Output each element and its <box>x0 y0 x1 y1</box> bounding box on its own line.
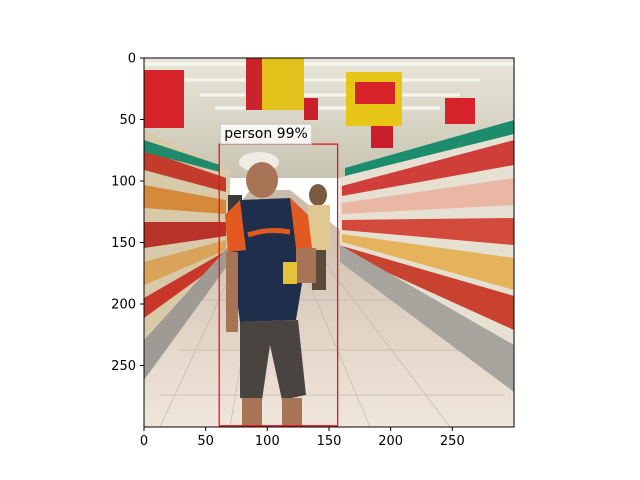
x-tick-label: 200 <box>378 434 403 449</box>
detections-layer: person 99% <box>218 123 339 427</box>
x-tick-label: 0 <box>140 434 148 449</box>
x-tick-label: 150 <box>317 434 342 449</box>
y-tick-label: 250 <box>111 359 136 374</box>
supermarket-photo <box>144 58 514 427</box>
right-shelf-products <box>342 140 514 330</box>
y-tick-label: 150 <box>111 236 136 251</box>
detection-label-background <box>219 123 313 145</box>
x-tick-label: 100 <box>255 434 280 449</box>
x-tick-label: 50 <box>197 434 214 449</box>
x-tick-label: 250 <box>440 434 465 449</box>
y-tick-label: 0 <box>128 52 136 67</box>
y-tick-label: 200 <box>111 298 136 313</box>
left-shelf-products <box>144 150 226 318</box>
y-axis: 0 50 100 150 200 250 <box>111 52 144 374</box>
x-axis: 0 50 100 150 200 250 <box>140 427 465 449</box>
y-tick-label: 50 <box>119 113 136 128</box>
person <box>225 152 316 427</box>
detection-label: person 99% <box>224 126 308 142</box>
y-tick-label: 100 <box>111 175 136 190</box>
